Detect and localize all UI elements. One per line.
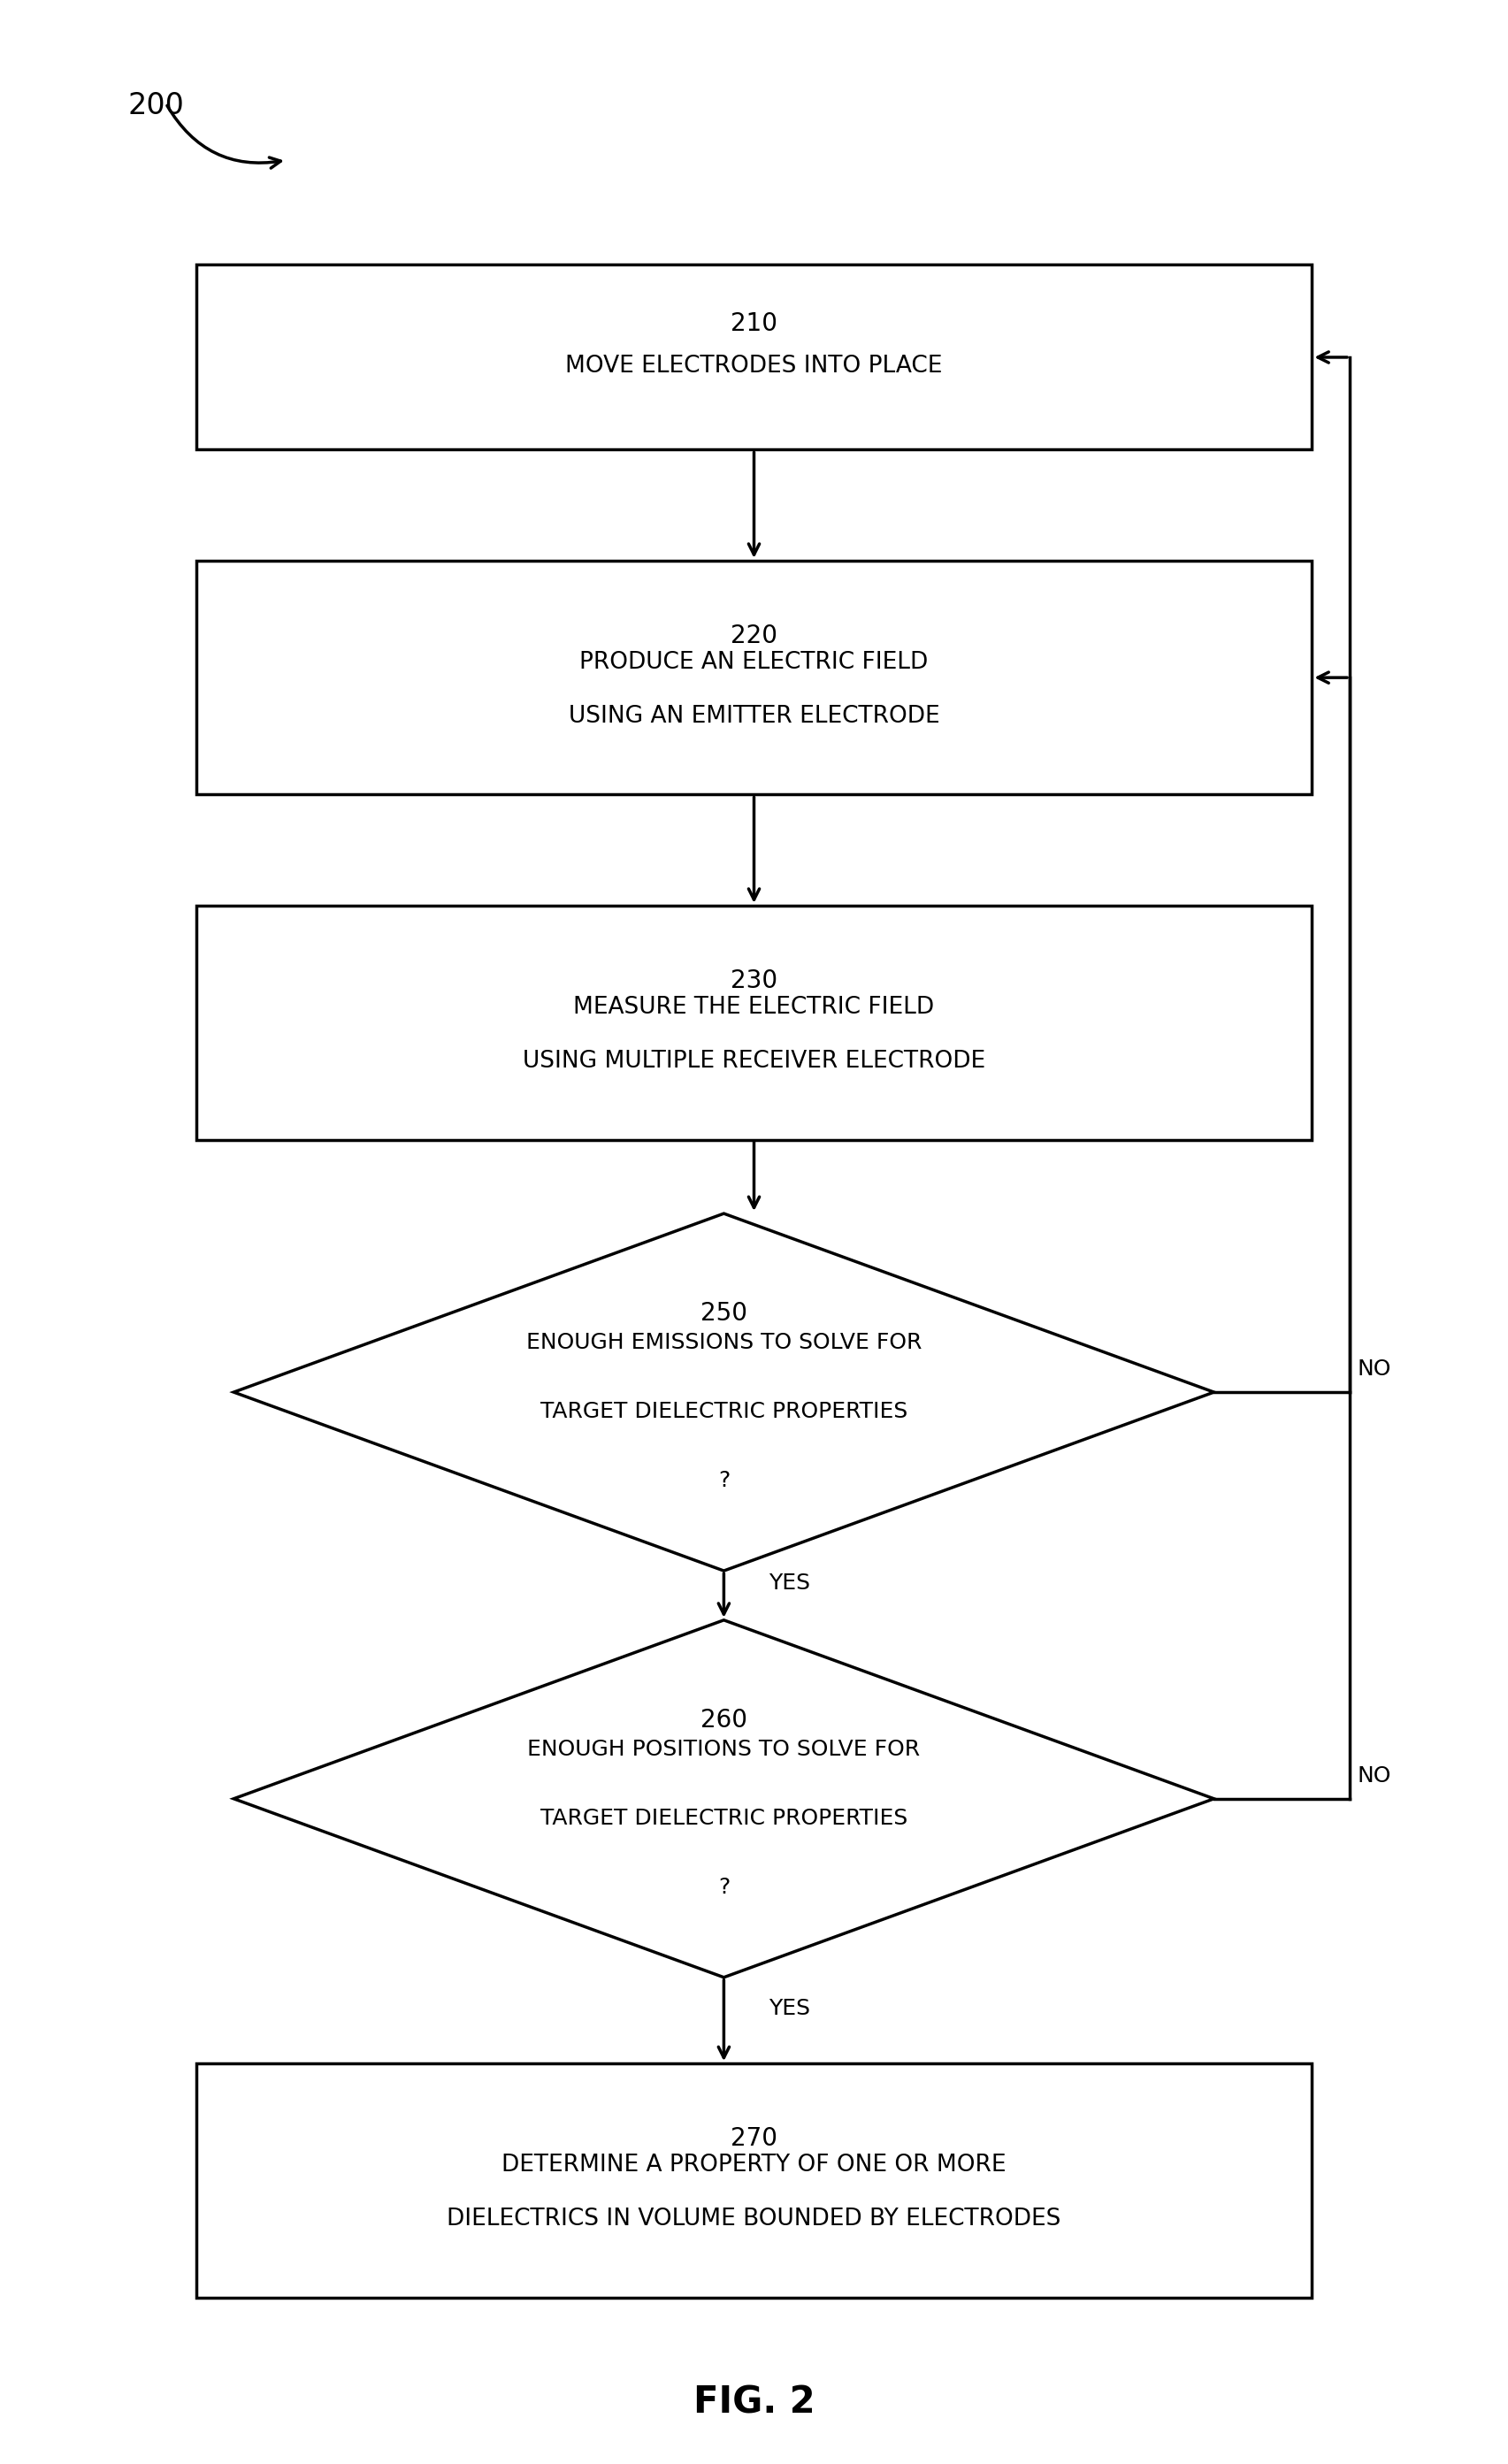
Text: DETERMINE A PROPERTY OF ONE OR MORE: DETERMINE A PROPERTY OF ONE OR MORE (502, 2154, 1006, 2176)
Text: 250: 250 (700, 1301, 748, 1326)
Bar (196, 562, 1312, 793)
Text: NO: NO (1357, 1764, 1392, 1786)
Text: ENOUGH POSITIONS TO SOLVE FOR: ENOUGH POSITIONS TO SOLVE FOR (528, 1740, 920, 1759)
Text: 260: 260 (700, 1708, 748, 1732)
Text: 210: 210 (730, 310, 778, 338)
Polygon shape (234, 1215, 1214, 1572)
Text: ?: ? (718, 1878, 730, 1897)
Text: MOVE ELECTRODES INTO PLACE: MOVE ELECTRODES INTO PLACE (566, 355, 942, 377)
Text: MEASURE THE ELECTRIC FIELD: MEASURE THE ELECTRIC FIELD (573, 995, 935, 1018)
Text: YES: YES (769, 1998, 811, 2018)
Text: FIG. 2: FIG. 2 (694, 2383, 814, 2422)
Text: 230: 230 (730, 968, 778, 993)
Bar (196, 266, 1312, 448)
Text: TARGET DIELECTRIC PROPERTIES: TARGET DIELECTRIC PROPERTIES (540, 1809, 908, 1828)
Text: YES: YES (769, 1572, 811, 1594)
Polygon shape (234, 1621, 1214, 1976)
Bar (196, 907, 1312, 1138)
Text: DIELECTRICS IN VOLUME BOUNDED BY ELECTRODES: DIELECTRICS IN VOLUME BOUNDED BY ELECTRO… (446, 2208, 1062, 2230)
Text: 220: 220 (730, 623, 778, 648)
Text: PRODUCE AN ELECTRIC FIELD: PRODUCE AN ELECTRIC FIELD (579, 650, 929, 673)
Text: NO: NO (1357, 1358, 1392, 1380)
Text: 200: 200 (128, 91, 184, 121)
Text: TARGET DIELECTRIC PROPERTIES: TARGET DIELECTRIC PROPERTIES (540, 1402, 908, 1422)
Text: ENOUGH EMISSIONS TO SOLVE FOR: ENOUGH EMISSIONS TO SOLVE FOR (526, 1333, 921, 1353)
Text: USING MULTIPLE RECEIVER ELECTRODE: USING MULTIPLE RECEIVER ELECTRODE (523, 1050, 985, 1072)
Text: 270: 270 (730, 2126, 778, 2151)
Text: USING AN EMITTER ELECTRODE: USING AN EMITTER ELECTRODE (569, 705, 939, 727)
Bar (196, 2065, 1312, 2296)
Text: ?: ? (718, 1471, 730, 1491)
